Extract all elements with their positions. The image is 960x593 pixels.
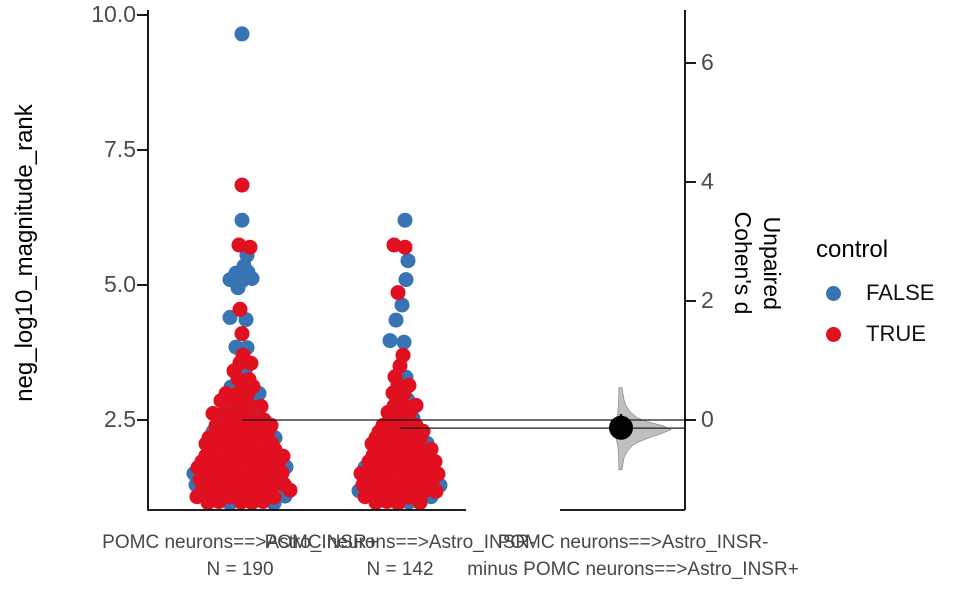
swarm-point (395, 347, 411, 363)
x-axis-label-group1-n: N = 190 (206, 559, 274, 580)
left-axis-tick-label: 7.5 (104, 135, 136, 162)
swarm-point (365, 448, 381, 464)
swarm-point (394, 297, 410, 313)
swarm-point (242, 239, 258, 255)
swarm-point (397, 239, 413, 255)
right-axis-tick-label: 6 (701, 48, 714, 75)
swarm-point (235, 347, 251, 363)
swarm-point (234, 326, 250, 342)
swarm-point (234, 26, 250, 42)
right-axis-tick-label: 2 (701, 286, 714, 313)
swarm-point (401, 377, 417, 393)
right-axis-title-line1: Unpaired (758, 216, 785, 310)
swarm-point (241, 372, 257, 387)
swarm-point (276, 476, 292, 492)
swarm-point (390, 285, 406, 301)
x-axis-label-difference: POMC neurons==>Astro_INSR- minus POMC ne… (467, 529, 799, 583)
swarm-point (388, 312, 404, 328)
left-axis-title: neg_log10_magnitude_rank (11, 104, 38, 402)
x-axis-label-difference-line2: minus POMC neurons==>Astro_INSR+ (467, 559, 799, 580)
legend: control FALSE TRUE (816, 236, 934, 362)
x-axis-label-group1: POMC neurons==>Astro_INSR+ N = 190 (102, 529, 378, 583)
swarm-point (408, 397, 424, 413)
swarm-point (427, 454, 443, 470)
legend-entry-label: TRUE (866, 321, 926, 346)
swarm-point (398, 272, 414, 288)
right-axis-title: Unpaired Cohen's d (728, 212, 786, 315)
swarm-point (216, 405, 232, 421)
right-axis-tick-label: 0 (701, 405, 714, 432)
left-panel-axis (147, 10, 466, 511)
swarm-point (205, 406, 221, 421)
swarm-point (382, 333, 398, 349)
x-axis-label-group2: POMC neurons==>Astro_INSR- N = 142 (265, 529, 536, 583)
right-axis-title-line2: Cohen's d (730, 211, 756, 315)
swarm-point (397, 212, 413, 228)
swarm-point (218, 386, 234, 401)
x-axis-label-group2-name: POMC neurons==>Astro_INSR- (264, 532, 536, 553)
legend-entry-false: FALSE (816, 280, 934, 306)
swarm-point (201, 430, 217, 446)
legend-entry-label: FALSE (866, 280, 935, 305)
swarm-point (423, 441, 439, 457)
legend-swatch (826, 326, 841, 342)
swarm-point (234, 177, 250, 193)
swarm-point (408, 417, 424, 433)
left-axis-tick-label: 2.5 (104, 405, 136, 432)
x-axis-label-difference-line1: POMC neurons==>Astro_INSR- (497, 532, 769, 553)
swarm-point (232, 301, 248, 317)
swarm-point (400, 253, 416, 269)
swarm-point (396, 334, 412, 350)
left-axis-tick-label: 10.0 (91, 0, 136, 27)
swarm-point (208, 418, 224, 434)
x-axis-label-group1-name: POMC neurons==>Astro_INSR+ (102, 532, 378, 553)
left-axis-tick-label: 5.0 (104, 270, 136, 297)
effect-size-dot (609, 415, 633, 440)
swarm-point (234, 212, 250, 228)
swarm-point (200, 495, 216, 511)
legend-swatch (826, 285, 841, 301)
x-axis-label-group2-n: N = 142 (366, 559, 434, 580)
swarm-point (222, 309, 238, 325)
swarm-point (253, 399, 269, 414)
legend-title: control (816, 236, 889, 263)
legend-entry-true: TRUE (816, 321, 934, 347)
swarm-point (353, 466, 369, 481)
right-axis-tick-label: 4 (701, 167, 714, 194)
